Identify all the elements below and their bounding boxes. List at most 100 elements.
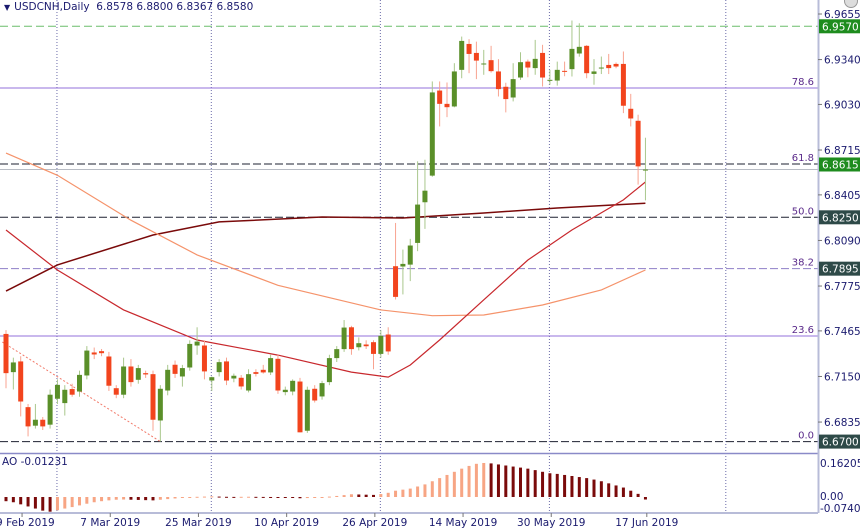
candle-body (99, 351, 105, 354)
ao-bar (173, 497, 177, 499)
candle-body (532, 58, 538, 69)
ao-bar (474, 463, 478, 497)
symbol-timeframe: USDCNH,Daily (14, 1, 90, 13)
candle-body (10, 362, 16, 373)
ao-bar (180, 497, 184, 498)
candle-body (407, 245, 413, 265)
candle-body (135, 368, 141, 380)
triangle-down-icon[interactable]: ▼ (4, 3, 11, 12)
fib-level-label: 38.2 (792, 258, 814, 269)
ao-bar (629, 490, 633, 497)
ao-bar (496, 464, 500, 497)
ao-bar (225, 496, 228, 498)
candle-body (371, 342, 376, 354)
candle-body (363, 344, 369, 347)
candle-body (143, 373, 149, 375)
ao-bar (144, 497, 148, 501)
candle-body (121, 366, 127, 395)
y-tick-label: 6.9340 (824, 55, 860, 67)
ao-bar (408, 488, 412, 497)
ao-bar (372, 494, 375, 497)
ao-bar (504, 465, 508, 497)
ao-bar (482, 462, 486, 497)
ao-bar (305, 497, 309, 499)
candle-body (54, 384, 60, 399)
candle-body (40, 419, 46, 427)
candle-body (157, 388, 163, 421)
ao-bar (320, 497, 324, 498)
candle-body (393, 266, 399, 297)
ao-bar (548, 473, 552, 497)
candle-body (150, 374, 156, 420)
candle-body (510, 79, 516, 98)
candle-body (495, 71, 501, 90)
candle-body (290, 380, 296, 392)
ao-bar (298, 497, 302, 499)
candle-body (606, 64, 612, 69)
candle-body (187, 343, 193, 368)
ao-bar (26, 497, 30, 507)
candle-body (642, 169, 648, 171)
y-tick-label: 6.9655 (824, 9, 860, 21)
candle-body (25, 407, 31, 427)
candle-body (562, 70, 568, 72)
fib-level-label: 78.6 (792, 77, 814, 88)
ao-bar (283, 497, 287, 498)
candle-body (334, 349, 340, 359)
ao-bar (585, 478, 589, 497)
ao-bar (636, 493, 640, 497)
candle-body (620, 63, 626, 106)
ao-bar (357, 494, 361, 497)
candle-body (3, 333, 9, 374)
candle-body (106, 356, 112, 386)
candle-body (312, 388, 318, 401)
ao-bar (92, 497, 96, 503)
x-tick-label: 30 May 2019 (517, 517, 585, 529)
y-tick-label: 6.6835 (824, 417, 860, 429)
ao-bar (129, 497, 133, 500)
price-label: 6.8250 (822, 212, 859, 224)
candle-body (400, 263, 406, 267)
ao-tick-label: 0.16205 (820, 458, 860, 470)
ao-bar (570, 476, 574, 497)
chart-title: ▼ USDCNH,Daily 6.8578 6.8800 6.8367 6.858… (4, 1, 253, 13)
candle-body (179, 368, 185, 377)
ao-bar (614, 485, 618, 497)
price-label: 6.9570 (822, 21, 859, 33)
x-tick-label: 14 May 2019 (429, 517, 497, 529)
ao-histogram (4, 462, 647, 512)
ao-bar (217, 496, 221, 498)
candle-body (231, 375, 237, 379)
price-label: 6.6700 (822, 437, 859, 449)
ao-tick-label: -0.07401 (820, 503, 860, 515)
candle-body (84, 350, 90, 376)
x-tick-label: 25 Mar 2019 (165, 517, 232, 529)
ao-bar (188, 497, 192, 498)
candle-body (473, 52, 479, 61)
ao-bar (621, 487, 625, 497)
price-label-box (819, 261, 860, 276)
ao-bar (33, 497, 37, 509)
candle-body (253, 372, 259, 374)
ao-tick-label: 0.00 (820, 491, 843, 503)
ao-bar (11, 497, 15, 503)
ao-bar (136, 497, 140, 500)
candle-body (194, 341, 200, 346)
grid (56, 0, 727, 512)
ao-bar (555, 473, 559, 497)
candle-body (422, 190, 428, 203)
y-tick-label: 6.9030 (824, 99, 860, 111)
candle-body (591, 71, 597, 74)
y-tick-label: 6.7775 (824, 281, 860, 293)
ao-bar (151, 497, 155, 501)
candle-body (437, 90, 443, 104)
ao-bar (327, 496, 331, 498)
y-tick-label: 6.7465 (824, 326, 860, 338)
candle-body (268, 358, 274, 373)
candle-body (598, 67, 604, 69)
ao-bar (401, 489, 405, 497)
candle-body (165, 369, 171, 391)
candle-body (459, 40, 465, 70)
